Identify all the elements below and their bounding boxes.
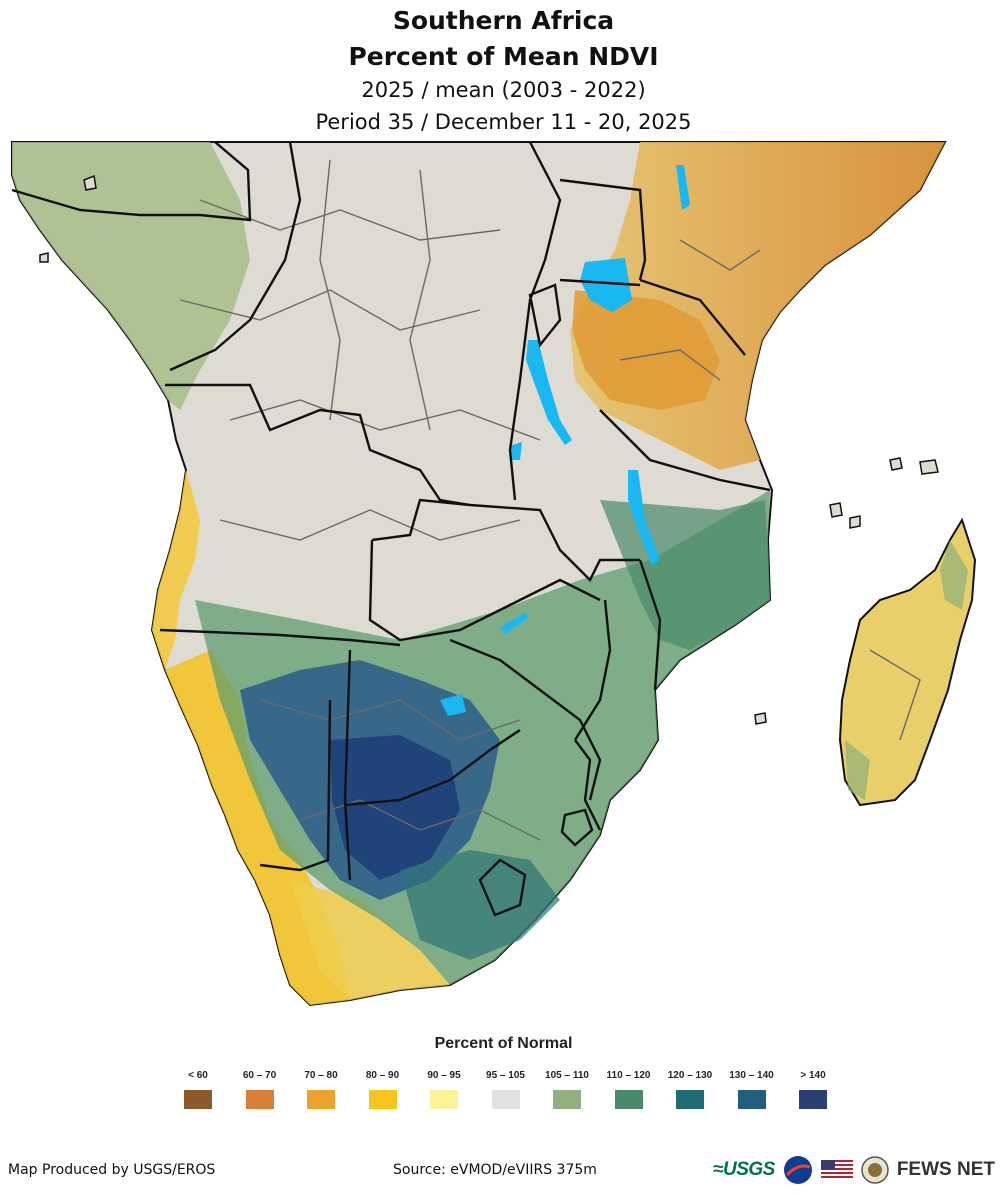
madagascar	[838, 517, 977, 807]
legend-item: 110 – 120	[601, 1068, 657, 1109]
legend-swatch	[799, 1090, 827, 1109]
agency-logos: ≈USGS FEWS NET	[713, 1155, 995, 1185]
national-borders	[11, 141, 771, 917]
legend-label: 120 – 130	[667, 1070, 713, 1081]
lake-mweru	[510, 442, 522, 460]
madagascar-green-patches	[845, 540, 968, 800]
islands	[39, 174, 939, 725]
map-title-region: Southern Africa	[392, 6, 615, 35]
ndvi-map	[11, 141, 977, 1007]
legend-item: 130 – 140	[724, 1068, 780, 1109]
west-africa-green-zone	[12, 142, 250, 410]
legend-label: 110 – 120	[606, 1070, 651, 1081]
legend-swatch	[614, 1090, 643, 1109]
legend-item: 105 – 110	[539, 1068, 595, 1109]
legend-label: 90 – 95	[427, 1070, 461, 1081]
kalahari-darkest-core	[330, 735, 460, 880]
legend-swatch	[737, 1090, 766, 1109]
legend-item: 90 – 95	[416, 1068, 472, 1109]
legend-title: Percent of Normal	[434, 1035, 573, 1052]
map-credit: Map Produced by USGS/EROS	[8, 1162, 216, 1178]
legend-swatch	[430, 1090, 458, 1109]
legend-label: 60 – 70	[242, 1070, 277, 1081]
legend-item: < 60	[170, 1068, 226, 1109]
legend-swatch	[676, 1090, 704, 1109]
nasa-logo-icon	[783, 1156, 812, 1184]
legend-item: 80 – 90	[355, 1068, 411, 1109]
tanzania-orange-core	[572, 290, 720, 410]
map-subtitle-period: Period 35 / December 11 - 20, 2025	[315, 110, 692, 134]
map-subtitle-comparison: 2025 / mean (2003 - 2022)	[361, 78, 646, 102]
legend-label: 95 – 105	[486, 1070, 525, 1081]
south-africa-yellow	[290, 880, 450, 1000]
data-source: Source: eVMOD/eVIIRS 375m	[393, 1162, 597, 1178]
fews-net-logo: FEWS NET	[896, 1159, 995, 1180]
lake-kariba	[500, 612, 528, 634]
legend-label: 105 – 110	[545, 1070, 589, 1081]
okavango-delta	[440, 694, 466, 716]
legend-swatch	[307, 1090, 335, 1109]
usgs-logo: ≈USGS	[713, 1159, 775, 1180]
legend-item: 70 – 80	[293, 1068, 349, 1109]
legend-label: 130 – 140	[729, 1070, 774, 1081]
state-department-seal-icon	[861, 1156, 889, 1184]
legend-label: 70 – 80	[304, 1070, 338, 1081]
admin-boundaries	[179, 159, 921, 841]
legend: < 60 60 – 70 70 – 80 80 – 90 90 – 95 95 – 105…	[170, 1068, 840, 1112]
legend-label: < 60	[188, 1070, 208, 1081]
us-flag-icon	[820, 1160, 853, 1180]
angola-coastal-yellow	[152, 470, 200, 670]
legend-swatch	[245, 1090, 274, 1109]
legend-swatch	[184, 1090, 212, 1109]
legend-swatch	[491, 1090, 520, 1109]
legend-label: 80 – 90	[365, 1070, 400, 1081]
lake-tanganyika	[526, 340, 572, 445]
south-africa-teal	[400, 850, 560, 960]
legend-item: 60 – 70	[232, 1068, 288, 1109]
legend-item: 95 – 105	[478, 1068, 534, 1109]
lake-turkana	[676, 165, 690, 210]
map-title-product: Percent of Mean NDVI	[348, 42, 659, 71]
legend-item: > 140	[785, 1068, 841, 1109]
legend-swatch	[553, 1090, 581, 1109]
lake-malawi	[628, 470, 660, 565]
legend-swatch	[368, 1090, 397, 1109]
legend-item: 120 – 130	[662, 1068, 718, 1109]
lake-victoria	[580, 258, 632, 312]
legend-label: > 140	[800, 1070, 826, 1081]
